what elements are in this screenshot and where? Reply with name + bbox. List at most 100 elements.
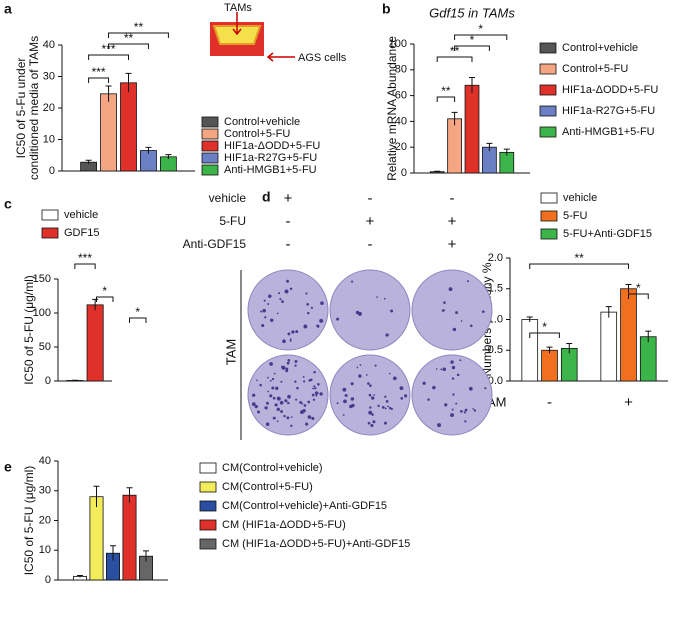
colony: [254, 404, 258, 409]
legend-label: Control+5-FU: [224, 128, 290, 140]
colony: [374, 364, 377, 367]
colony: [484, 387, 487, 390]
colony: [313, 370, 316, 374]
colony: [295, 330, 299, 334]
colony: [432, 385, 436, 390]
error-bar: [645, 330, 652, 343]
y-tick-label: 2.0: [488, 252, 503, 264]
legend-swatch: [539, 105, 557, 117]
colony: [311, 416, 315, 421]
colony: [383, 421, 387, 425]
x-tick-label: -: [547, 394, 552, 411]
significance-bracket: [88, 77, 110, 83]
significance-label: ***: [78, 251, 92, 265]
error-bar: [546, 346, 553, 354]
plate: [411, 269, 493, 351]
y-tick-label: 100: [389, 38, 407, 50]
legend-swatch: [199, 500, 217, 512]
bar: [541, 349, 558, 382]
legend-label: CM(Control+vehicle)+Anti-GDF15: [222, 500, 387, 512]
colony: [343, 399, 347, 404]
bar: [464, 84, 480, 174]
colony: [367, 382, 370, 385]
significance-label: **: [441, 84, 451, 98]
legend-label: CM (HIF1a-ΔODD+5-FU): [222, 519, 346, 531]
colony: [336, 317, 340, 321]
colony: [373, 394, 376, 396]
colony: [350, 397, 355, 401]
y-tick-label: 20: [395, 141, 407, 153]
y-tick-label: 30: [39, 485, 51, 497]
colony: [448, 287, 453, 292]
colony: [300, 410, 304, 415]
colony: [271, 386, 275, 390]
colony: [365, 374, 368, 376]
y-axis-label: Relative mRNA Abundance: [385, 36, 399, 181]
colony: [442, 367, 447, 371]
colony: [459, 359, 462, 362]
colony: [289, 338, 292, 341]
legend-label: Anti-HMGB1+5-FU: [224, 164, 317, 176]
colony: [291, 330, 295, 334]
colony: [468, 386, 473, 391]
legend-label: CM(Control+vehicle): [222, 462, 323, 474]
legend-swatch: [540, 228, 558, 240]
y-tick-label: 40: [395, 115, 407, 127]
colony: [276, 396, 281, 401]
legend-label: HIF1a-R27G+5-FU: [224, 152, 317, 164]
legend-label: vehicle: [64, 209, 98, 221]
colony: [385, 333, 389, 337]
colony: [272, 416, 276, 420]
colony: [264, 316, 267, 319]
colony: [464, 420, 467, 423]
colony: [455, 311, 458, 315]
y-tick-label: 0.0: [488, 375, 503, 387]
significance-label: *: [470, 33, 475, 47]
colony: [356, 366, 359, 369]
y-tick-label: 100: [33, 307, 51, 319]
colony: [294, 360, 298, 363]
colony: [302, 376, 305, 378]
colony: [280, 380, 283, 383]
colony: [459, 410, 463, 413]
colony: [281, 365, 286, 370]
colony: [349, 404, 353, 409]
legend-label: HIF1a-ΔODD+5-FU: [562, 84, 658, 96]
colony: [284, 289, 289, 294]
legend-swatch: [540, 192, 558, 204]
colony: [383, 297, 386, 300]
sign: -: [450, 190, 455, 207]
colony: [268, 294, 272, 298]
colony: [266, 401, 269, 405]
colony: [319, 392, 323, 396]
legend-label: Anti-HMGB1+5-FU: [562, 126, 655, 138]
colony: [262, 308, 266, 313]
legend-swatch: [199, 462, 217, 474]
colony: [263, 299, 266, 302]
colony: [275, 386, 279, 390]
colony: [287, 394, 291, 399]
bar: [639, 336, 657, 382]
colony: [312, 387, 314, 390]
colony: [444, 403, 448, 407]
colony: [269, 362, 273, 366]
y-axis-label: IC50 of 5-FU (μg/ml): [22, 466, 36, 576]
x-tick-label: +: [624, 394, 633, 411]
colony: [272, 396, 276, 400]
colony: [287, 359, 291, 362]
colony: [464, 408, 468, 412]
side-label: TAM: [223, 339, 238, 365]
colony: [368, 410, 373, 415]
colony: [295, 398, 298, 401]
colony: [274, 403, 278, 407]
colony: [404, 394, 408, 398]
error-bar: [469, 77, 475, 94]
colony: [437, 423, 442, 428]
colony: [269, 379, 272, 382]
legend-swatch: [41, 227, 59, 239]
colony: [317, 382, 320, 386]
y-tick-label: 20: [39, 514, 51, 526]
colony: [469, 324, 473, 328]
